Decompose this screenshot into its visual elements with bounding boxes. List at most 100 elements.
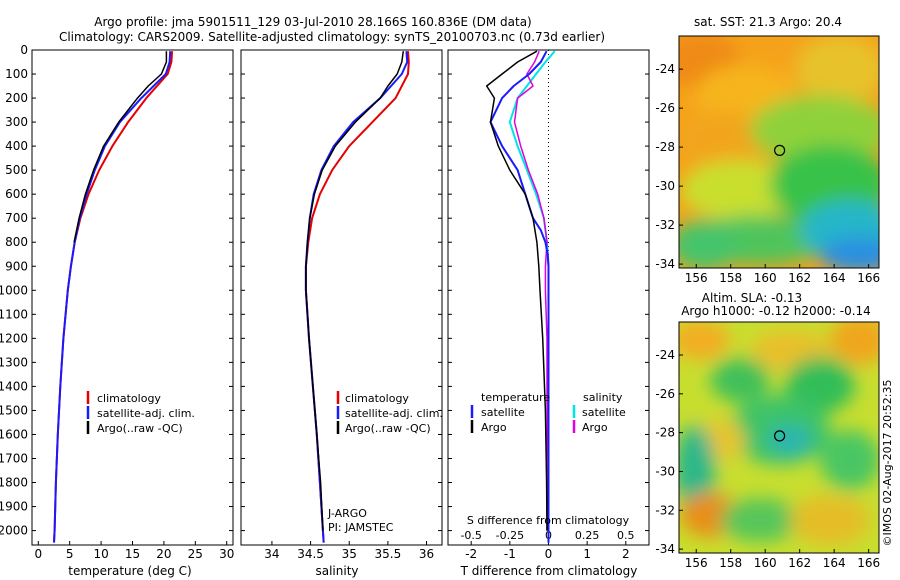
x-tick-label: 30	[219, 547, 234, 561]
sst-map-frame	[678, 35, 880, 269]
x-tick-label: 20	[156, 547, 171, 561]
depth-tick-label: 2000	[0, 524, 28, 538]
legend-climatology: climatology	[97, 392, 161, 405]
sla-map-frame	[678, 321, 880, 554]
title-line-1: Argo profile: jma 5901511_129 03-Jul-201…	[94, 15, 532, 29]
sla-lat-label: -24	[655, 348, 675, 362]
salinity-legend: climatology satellite-adj. clim. Argo(..…	[336, 391, 443, 435]
depth-tick-label: 1300	[0, 355, 28, 369]
x-tick-label: 0	[34, 547, 42, 561]
sst-lon-label: 162	[788, 271, 811, 285]
x-tick-label: -2	[465, 547, 477, 561]
x-tick-label: 0	[545, 547, 553, 561]
sst-lon-label: 158	[719, 271, 742, 285]
depth-tick-label: 1600	[0, 427, 28, 441]
sla-lat-label: -28	[655, 426, 675, 440]
temperature-argo-line	[73, 51, 168, 243]
sla-lat-label: -26	[655, 387, 675, 401]
sst-lat-label: -34	[655, 257, 675, 271]
sla-lon-label: 166	[857, 556, 880, 570]
salinity-axes	[240, 49, 443, 546]
sst-lat-label: -24	[655, 62, 675, 76]
s-tick-label: 0.25	[575, 529, 600, 542]
sla-lat-label: -30	[655, 464, 675, 478]
depth-tick-label: 1700	[0, 451, 28, 465]
sla-lon-label: 160	[754, 556, 777, 570]
salinity-argo-line	[305, 51, 405, 531]
x-tick-label: -1	[504, 547, 516, 561]
x-tick-label: 25	[188, 547, 203, 561]
depth-tick-label: 1100	[0, 307, 28, 321]
depth-tick-label: 800	[5, 235, 28, 249]
sst-lat-label: -30	[655, 179, 675, 193]
sst-float-marker	[774, 144, 786, 156]
legend-climatology: climatology	[345, 392, 409, 405]
x-tick-label: 1	[583, 547, 591, 561]
t-difference-label: T difference from climatology	[460, 564, 638, 578]
temperature-satellite-line	[53, 51, 172, 543]
depth-tick-label: 1900	[0, 500, 28, 514]
s-tick-label: -0.25	[496, 529, 524, 542]
x-tick-label: 35	[342, 547, 357, 561]
legend-satellite-adj: satellite-adj. clim.	[345, 407, 443, 420]
map-annotations: 156 158 160 162 164 166 -24 -26 -28 -30 -32 -34 156 1…	[655, 62, 880, 570]
depth-tick-label: 600	[5, 187, 28, 201]
sla-lon-label: 164	[823, 556, 846, 570]
depth-tick-label: 200	[5, 91, 28, 105]
salinity-satellite-line	[304, 51, 409, 543]
sla-map-subtitle: Argo h1000: -0.12 h2000: -0.14	[681, 304, 871, 318]
depth-tick-label: 300	[5, 115, 28, 129]
temperature-legend: climatology satellite-adj. clim. Argo(..…	[86, 391, 195, 435]
sst-lon-label: 164	[823, 271, 846, 285]
sst-lon-label: 156	[685, 271, 708, 285]
s-tick-label: -0.5	[460, 529, 481, 542]
x-tick-label: 34.5	[297, 547, 324, 561]
legend-t-satellite: satellite	[481, 406, 525, 419]
principal-investigator: PI: JAMSTEC	[328, 521, 394, 534]
depth-tick-label: 100	[5, 67, 28, 81]
depth-tick-label: 1400	[0, 379, 28, 393]
depth-tick-label: 900	[5, 259, 28, 273]
sst-lon-label: 166	[857, 271, 880, 285]
tick-layer: 0100200300400500600700800900100011001200…	[0, 43, 649, 561]
depth-tick-label: 0	[20, 43, 28, 57]
x-tick-label: 10	[93, 547, 108, 561]
float-program: J-ARGO	[327, 507, 367, 520]
difference-legend: temperature salinity satellite Argo sate…	[470, 391, 626, 434]
imos-credit: ©IMOS 02-Aug-2017 20:52:35	[881, 380, 894, 547]
depth-tick-label: 400	[5, 139, 28, 153]
legend-argo: Argo(..raw -QC)	[97, 422, 183, 435]
s-tick-label: 0.5	[617, 529, 635, 542]
x-tick-label: 5	[66, 547, 74, 561]
sst-map-image	[679, 36, 879, 268]
sla-lon-label: 162	[788, 556, 811, 570]
sst-map-title: sat. SST: 21.3 Argo: 20.4	[694, 15, 842, 29]
legend-satellite-adj: satellite-adj. clim.	[97, 407, 195, 420]
temperature-axes	[31, 49, 234, 546]
temperature-climatology-line	[53, 51, 174, 543]
depth-tick-label: 1200	[0, 331, 28, 345]
legend-argo: Argo(..raw -QC)	[345, 422, 431, 435]
temperature-xlabel: temperature (deg C)	[68, 564, 191, 578]
x-tick-label: 2	[622, 547, 630, 561]
legend-t-argo: Argo	[481, 421, 507, 434]
depth-tick-label: 1000	[0, 283, 28, 297]
sla-lat-label: -34	[655, 542, 675, 556]
sst-lat-label: -32	[655, 218, 675, 232]
x-tick-label: 36	[419, 547, 434, 561]
sla-map-image	[679, 322, 879, 553]
salinity-climatology-line	[304, 51, 410, 543]
sst-lat-label: -28	[655, 140, 675, 154]
s-difference-label: S difference from climatology	[467, 514, 630, 527]
sst-lon-label: 160	[754, 271, 777, 285]
depth-tick-label: 1800	[0, 476, 28, 490]
salinity-xlabel: salinity	[315, 564, 358, 578]
depth-tick-label: 700	[5, 211, 28, 225]
profile-lines	[53, 50, 556, 545]
sla-lon-label: 158	[719, 556, 742, 570]
legend-s-satellite: satellite	[582, 406, 626, 419]
temperature-diff-argo-line	[485, 50, 548, 531]
sla-map-title: Altim. SLA: -0.13	[702, 291, 802, 305]
sla-lon-label: 156	[685, 556, 708, 570]
